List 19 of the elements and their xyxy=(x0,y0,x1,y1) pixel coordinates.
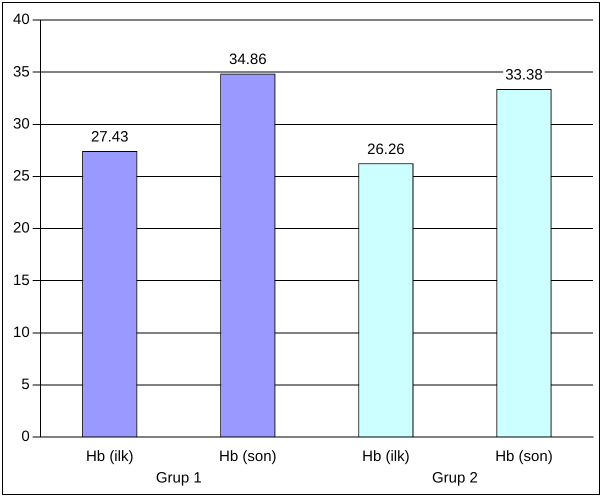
y-tick-label: 5 xyxy=(21,376,30,394)
x-tick-label: Hb (ilk) xyxy=(362,448,410,466)
data-label: 27.43 xyxy=(90,128,128,146)
data-label: 34.86 xyxy=(229,51,267,68)
text: Grup 1 xyxy=(156,470,202,487)
y-tick-label: 35 xyxy=(12,63,30,80)
x-tick-label: Hb (son) xyxy=(219,448,277,466)
text: Grup 2 xyxy=(432,470,478,487)
y-tick-label: 30 xyxy=(12,115,30,132)
data-label: 26.26 xyxy=(367,140,405,158)
y-tick-label: 20 xyxy=(12,220,30,237)
x-tick-label: Hb (ilk) xyxy=(86,448,134,466)
y-tick-label: 40 xyxy=(12,11,30,28)
data-label: 33.38 xyxy=(505,66,543,84)
y-tick-label: 10 xyxy=(12,324,30,341)
y-tick-label: 15 xyxy=(12,272,30,289)
y-tick-label: 0 xyxy=(21,428,30,446)
y-tick-label: 25 xyxy=(12,168,30,185)
x-tick-label: Hb (son) xyxy=(495,448,553,466)
